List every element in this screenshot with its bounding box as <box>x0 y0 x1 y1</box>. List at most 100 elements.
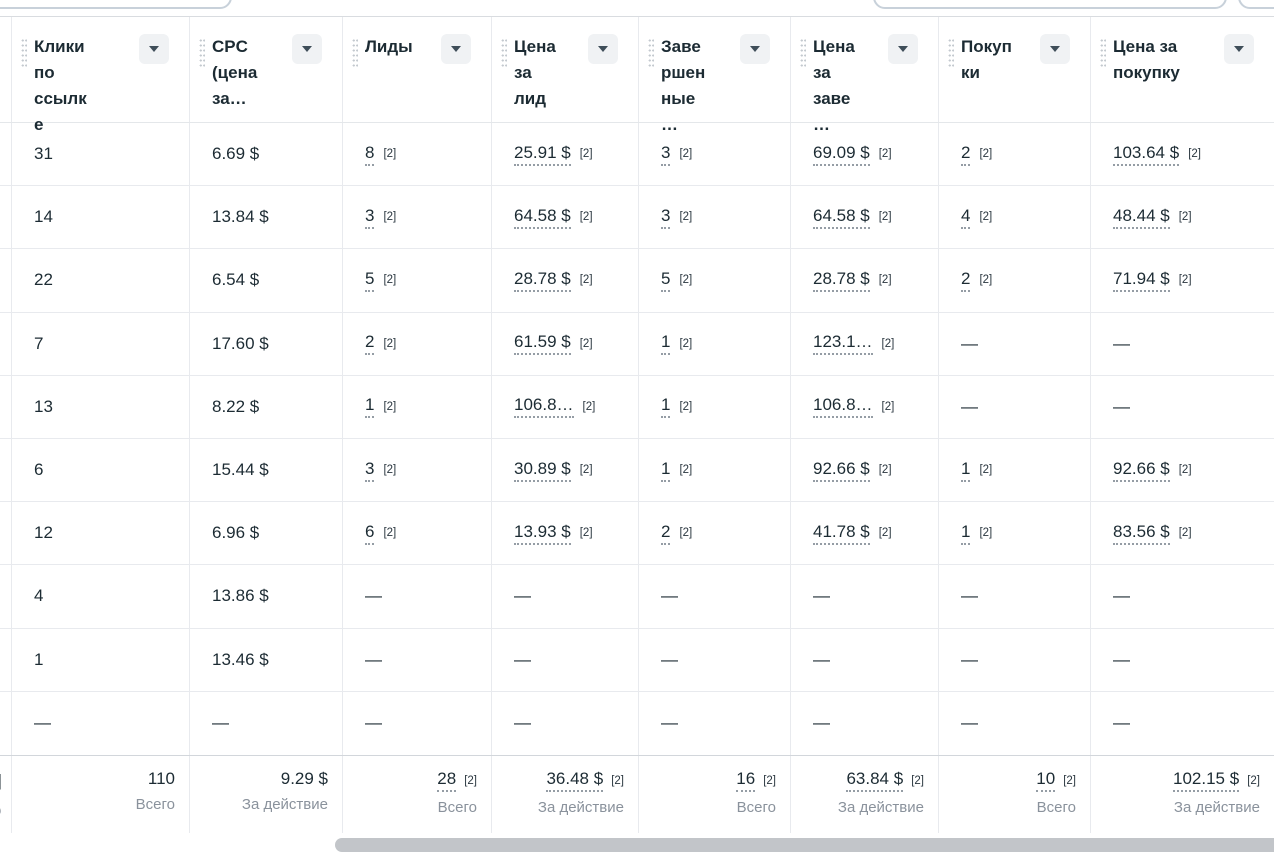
metric-value-link[interactable]: 5 <box>661 269 671 292</box>
metric-value-link[interactable]: 2 <box>661 522 671 545</box>
chevron-down-icon <box>1050 46 1060 52</box>
footer-value-link[interactable]: 10 <box>1036 769 1056 792</box>
metric-value-link[interactable]: 106.8… <box>514 395 574 419</box>
column-options-button[interactable] <box>292 34 322 64</box>
metric-value-link[interactable]: 41.78 $ <box>813 522 870 545</box>
column-drag-handle-icon[interactable] <box>199 38 205 68</box>
column-header-cost-per-purchase[interactable]: Цена за покупку <box>1091 17 1274 122</box>
footer-value-link[interactable]: 63.84 $ <box>846 769 904 792</box>
footer-value-row: 110 <box>12 769 175 789</box>
horizontal-scrollbar[interactable] <box>335 838 1274 852</box>
column-drag-handle-icon[interactable] <box>648 38 654 68</box>
cell-cost-per-lead: 28.78 $ [2] <box>492 249 639 312</box>
column-drag-handle-icon[interactable] <box>21 38 27 68</box>
metric-value-link[interactable]: 5 <box>365 269 375 292</box>
cell-cpc: 17.60 $ <box>190 312 343 375</box>
metric-value: — <box>813 713 830 733</box>
metric-value-link[interactable]: 2 <box>961 143 971 166</box>
metric-value-link[interactable]: 1 <box>661 459 671 482</box>
metric-value-link[interactable]: 92.66 $ <box>813 459 870 482</box>
toolbar-button-fragment[interactable] <box>1238 0 1274 9</box>
column-drag-handle-icon[interactable] <box>948 38 954 68</box>
cell-link-clicks: 13 <box>12 375 190 438</box>
footer-value-link[interactable]: 28 <box>437 769 457 792</box>
chevron-down-icon <box>149 46 159 52</box>
column-drag-handle-icon[interactable] <box>800 38 806 68</box>
metric-value: — <box>365 649 382 669</box>
toolbar-control-fragment-left[interactable] <box>0 0 232 9</box>
column-header-purchases[interactable]: Покупки <box>939 17 1091 122</box>
cell-purchases: 4 [2] <box>939 186 1091 249</box>
metric-value-link[interactable]: 1 <box>961 522 971 545</box>
metric-value-link[interactable]: 2 <box>365 332 375 356</box>
footer-value-link[interactable]: 102.15 $ <box>1173 769 1240 792</box>
metric-value-link[interactable]: 83.56 $ <box>1113 522 1170 545</box>
metric-value-link[interactable]: 28.78 $ <box>514 269 571 292</box>
metric-value-link[interactable]: 1 <box>661 332 671 356</box>
metric-value-link[interactable]: 92.66 $ <box>1113 459 1170 482</box>
column-options-button[interactable] <box>139 34 169 64</box>
metric-value-link[interactable]: 3 <box>661 143 671 166</box>
cell-leads: 8 [2] <box>343 123 492 186</box>
metric-value: — <box>365 713 382 733</box>
column-options-button[interactable] <box>1040 34 1070 64</box>
metric-value-link[interactable]: 25.91 $ <box>514 143 571 166</box>
metric-value: — <box>365 586 382 606</box>
metric-value-link[interactable]: 30.89 $ <box>514 459 571 482</box>
column-options-button[interactable] <box>888 34 918 64</box>
metric-value-link[interactable]: 3 <box>365 459 375 482</box>
metric-value-link[interactable]: 1 <box>961 459 971 482</box>
column-header-completed[interactable]: Завершенные… <box>639 17 791 134</box>
column-header-cost-per-lead[interactable]: Цена за лид <box>492 17 639 122</box>
attribution-window-badge: [2] <box>1188 148 1201 161</box>
column-drag-handle-icon[interactable] <box>501 38 507 68</box>
cell-completed: 2 [2] <box>639 502 791 565</box>
metric-value: — <box>514 586 531 606</box>
metric-value-link[interactable]: 4 <box>961 206 971 229</box>
cell-cost-per-completed: 69.09 $ [2] <box>791 123 939 186</box>
column-header-leads[interactable]: Лиды <box>343 17 492 122</box>
metric-value-link[interactable]: 64.58 $ <box>514 206 571 229</box>
metric-value-link[interactable]: 3 <box>365 206 375 229</box>
cell-cost-per-completed: 123.1… [2] <box>791 312 939 375</box>
column-header-cpc[interactable]: CPC (цена за… <box>190 17 343 122</box>
metric-value-link[interactable]: 69.09 $ <box>813 143 870 166</box>
metric-value-link[interactable]: 28.78 $ <box>813 269 870 292</box>
metric-value: 13.86 $ <box>212 586 269 606</box>
cell-cost-per-purchase: 83.56 $ [2] <box>1091 502 1274 564</box>
metric-value-link[interactable]: 71.94 $ <box>1113 269 1170 292</box>
metric-value-link[interactable]: 64.58 $ <box>813 206 870 229</box>
metric-value-link[interactable]: 61.59 $ <box>514 332 571 356</box>
column-header-label: Завершенные… <box>661 37 706 134</box>
attribution-window-badge: [2] <box>1178 211 1192 224</box>
footer-value-link[interactable]: 36.48 $ <box>546 769 604 792</box>
column-header-cost-per-completed[interactable]: Цена за заве… <box>791 17 939 134</box>
column-options-button[interactable] <box>740 34 770 64</box>
column-options-button[interactable] <box>441 34 471 64</box>
metric-value-link[interactable]: 13.93 $ <box>514 522 571 545</box>
metric-value: — <box>514 713 531 733</box>
metric-value-link[interactable]: 8 <box>365 143 375 166</box>
cell-cpc: 6.96 $ <box>190 502 343 565</box>
cell-cost-per-lead: 106.8… [2] <box>492 375 639 438</box>
column-drag-handle-icon[interactable] <box>1100 38 1106 68</box>
cell-cost-per-completed: 41.78 $ [2] <box>791 502 939 565</box>
footer-value-link[interactable]: 16 <box>736 769 756 792</box>
column-options-button[interactable] <box>1224 34 1254 64</box>
metric-value-link[interactable]: 3 <box>661 206 671 229</box>
metric-value-link[interactable]: 2 <box>961 269 971 292</box>
metric-value-link[interactable]: 1 <box>365 395 375 419</box>
metric-value-link[interactable]: 123.1… <box>813 332 873 356</box>
column-header-link-clicks[interactable]: Клики по ссылке <box>12 17 190 134</box>
cell-link-clicks: 4 <box>12 565 190 628</box>
footer-value-row: 102.15 $ [2] <box>1091 769 1260 792</box>
metric-value-link[interactable]: 48.44 $ <box>1113 206 1170 229</box>
column-options-button[interactable] <box>588 34 618 64</box>
cell-leads: 6 [2] <box>343 502 492 565</box>
metric-value-link[interactable]: 6 <box>365 522 375 545</box>
toolbar-search-fragment[interactable] <box>873 0 1227 9</box>
metric-value-link[interactable]: 103.64 $ <box>1113 143 1180 166</box>
metric-value-link[interactable]: 1 <box>661 395 671 419</box>
column-drag-handle-icon[interactable] <box>352 38 358 68</box>
metric-value-link[interactable]: 106.8… <box>813 395 873 419</box>
